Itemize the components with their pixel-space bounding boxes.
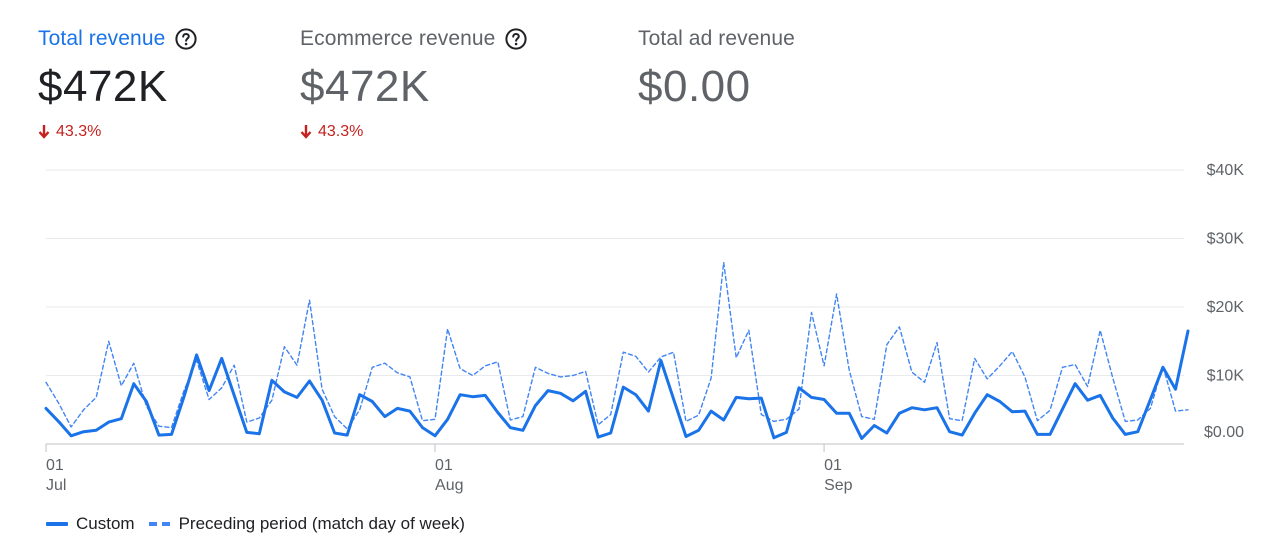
- x-tick-day: 01: [435, 457, 453, 474]
- y-tick-label: $30K: [1207, 231, 1245, 248]
- series-line-preceding-period: [45, 261, 1189, 430]
- y-tick-label: $40K: [1207, 162, 1245, 179]
- metric-total-revenue[interactable]: Total revenue $472K 43.3%: [38, 24, 300, 142]
- metric-title[interactable]: Total ad revenue: [638, 27, 795, 50]
- legend-swatch-dashed: [148, 522, 171, 526]
- legend-item-custom[interactable]: Custom: [46, 514, 135, 534]
- arrow-down-icon: [300, 124, 312, 140]
- metric-delta: 43.3%: [38, 122, 300, 142]
- chart-grid: [46, 169, 1184, 445]
- metric-delta-value: 43.3%: [318, 123, 364, 140]
- chart-legend: Custom Preceding period (match day of we…: [46, 514, 479, 534]
- metric-title[interactable]: Ecommerce revenue: [300, 27, 496, 50]
- metric-title-row: Total revenue: [38, 24, 300, 54]
- metric-value: $472K: [300, 62, 430, 111]
- x-tick-month: Jul: [46, 477, 66, 494]
- legend-swatch-solid: [46, 522, 68, 526]
- chart-series: [44, 261, 1190, 440]
- metric-total-ad-revenue[interactable]: Total ad revenue $0.00: [638, 24, 938, 142]
- y-tick-label: $20K: [1207, 299, 1245, 316]
- metric-delta: 43.3%: [300, 122, 638, 142]
- legend-item-preceding[interactable]: Preceding period (match day of week): [148, 514, 465, 534]
- arrow-down-icon: [38, 124, 50, 140]
- y-tick-label: $10K: [1207, 368, 1245, 385]
- metric-cards: Total revenue $472K 43.3% Ecommerce reve…: [38, 24, 938, 142]
- metric-title-row: Ecommerce revenue: [300, 24, 638, 54]
- help-icon[interactable]: [175, 28, 197, 50]
- x-tick-month: Sep: [824, 477, 853, 494]
- x-tick-month: Aug: [435, 477, 463, 494]
- series-line-custom: [44, 329, 1190, 440]
- x-axis-ticks: 01 Jul 01 Aug 01 Sep: [45, 444, 853, 494]
- metric-value: $0.00: [638, 62, 751, 111]
- metric-title[interactable]: Total revenue: [38, 27, 166, 50]
- metric-value: $472K: [38, 62, 168, 111]
- metric-title-row: Total ad revenue: [638, 24, 938, 54]
- revenue-line-chart: $0.00 $10K $20K $30K $40K 01 Jul 01 Aug 01 Sep: [44, 162, 1244, 494]
- metric-delta-value: 43.3%: [56, 123, 102, 140]
- help-icon[interactable]: [505, 28, 528, 50]
- y-axis-ticks: $0.00 $10K $20K $30K $40K: [1204, 162, 1244, 441]
- x-tick-day: 01: [46, 457, 64, 474]
- legend-label: Preceding period (match day of week): [178, 514, 465, 533]
- y-tick-label: $0.00: [1204, 424, 1244, 441]
- metric-ecommerce-revenue[interactable]: Ecommerce revenue $472K 43.3%: [300, 24, 638, 142]
- legend-label: Custom: [76, 514, 135, 533]
- x-tick-day: 01: [824, 457, 842, 474]
